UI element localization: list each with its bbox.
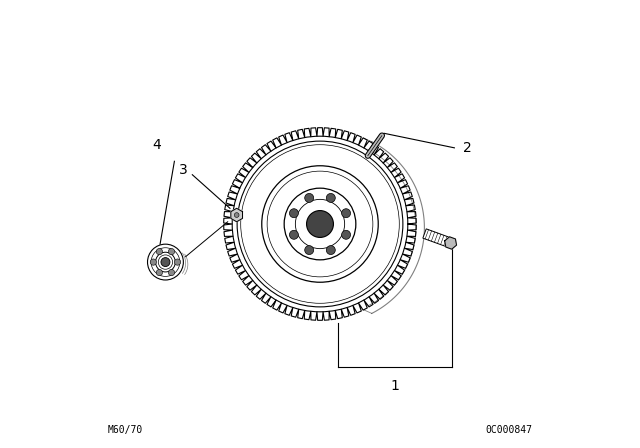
Polygon shape (445, 237, 456, 249)
Circle shape (326, 194, 335, 202)
Circle shape (156, 252, 175, 272)
Circle shape (147, 244, 184, 280)
Circle shape (326, 246, 335, 254)
Circle shape (174, 259, 180, 265)
Circle shape (307, 211, 333, 237)
Circle shape (168, 269, 175, 276)
Text: 1: 1 (390, 379, 399, 392)
Circle shape (262, 166, 378, 282)
Circle shape (289, 230, 298, 239)
Circle shape (289, 209, 298, 218)
Polygon shape (231, 208, 243, 222)
Text: 3: 3 (179, 163, 188, 177)
Text: 0C000847: 0C000847 (486, 425, 533, 435)
Polygon shape (423, 229, 449, 246)
Text: M60/70: M60/70 (108, 425, 143, 435)
Circle shape (234, 213, 239, 217)
Circle shape (305, 194, 314, 202)
Circle shape (168, 249, 175, 255)
Circle shape (342, 230, 351, 239)
Circle shape (342, 209, 351, 218)
Circle shape (237, 141, 403, 307)
Circle shape (156, 269, 163, 276)
Circle shape (156, 249, 163, 255)
Circle shape (305, 246, 314, 254)
Circle shape (150, 259, 157, 265)
Circle shape (161, 258, 170, 267)
Text: 4: 4 (152, 138, 161, 152)
Circle shape (284, 188, 356, 260)
Text: 2: 2 (463, 141, 472, 155)
